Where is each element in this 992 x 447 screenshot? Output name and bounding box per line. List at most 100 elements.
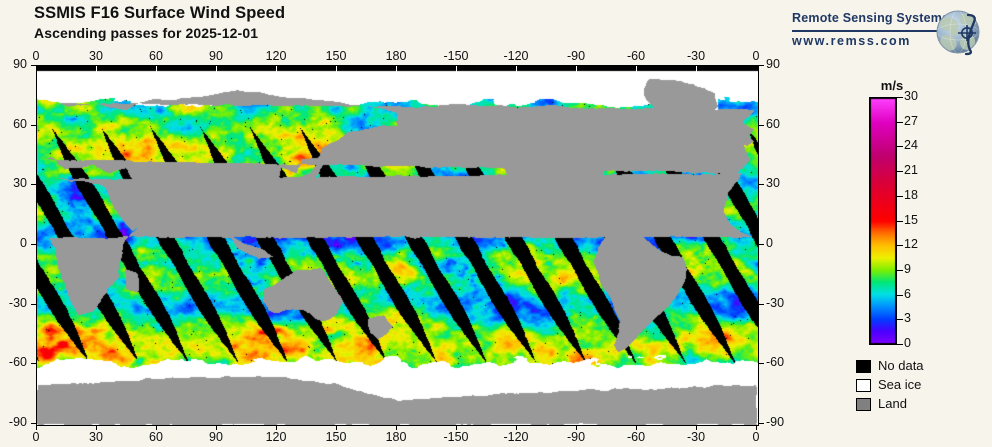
logo-divider (792, 30, 950, 32)
colorbar-tick (897, 196, 903, 197)
x-axis-label-top: 120 (265, 49, 287, 63)
globe-icon (936, 10, 980, 56)
x-tick-bottom (216, 425, 217, 430)
colorbar-tick-label: 21 (904, 163, 918, 177)
x-tick-bottom (36, 425, 37, 430)
y-tick-left (31, 244, 36, 245)
x-axis-label-bottom: 120 (265, 430, 287, 444)
world-map-plot (36, 65, 759, 426)
y-tick-left (31, 184, 36, 185)
x-axis-label-top: -90 (566, 49, 586, 63)
legend-swatch (856, 379, 871, 392)
x-tick-bottom (576, 425, 577, 430)
colorbar-tick (897, 146, 903, 147)
x-axis-label-bottom: 60 (149, 430, 163, 444)
y-axis-label-left: 30 (13, 176, 27, 190)
x-axis-label-bottom: 150 (325, 430, 347, 444)
x-tick-bottom (156, 425, 157, 430)
logo-company-name: Remote Sensing Systems (792, 11, 950, 25)
colorbar-tick-label: 9 (904, 262, 911, 276)
x-axis-label-top: 0 (32, 49, 40, 63)
x-axis-label-top: 90 (209, 49, 223, 63)
x-axis-label-top: 150 (325, 49, 347, 63)
x-tick-bottom (96, 425, 97, 430)
y-tick-right (759, 363, 764, 364)
x-tick-bottom (276, 425, 277, 430)
page-title: SSMIS F16 Surface Wind Speed (34, 4, 286, 22)
y-tick-right (759, 125, 764, 126)
x-axis-label-top: -30 (686, 49, 706, 63)
y-tick-left (31, 423, 36, 424)
colorbar-tick (897, 295, 903, 296)
x-axis-label-bottom: -150 (443, 430, 469, 444)
x-tick-bottom (636, 425, 637, 430)
colorbar-tick-label: 27 (904, 114, 918, 128)
x-axis-label-top: -60 (626, 49, 646, 63)
y-tick-right (759, 184, 764, 185)
x-axis-label-top: 0 (752, 49, 760, 63)
x-tick-bottom (456, 425, 457, 430)
legend-swatch (856, 398, 871, 411)
y-axis-label-left: 90 (13, 57, 27, 71)
x-axis-label-bottom: -60 (626, 430, 646, 444)
y-tick-right (759, 423, 764, 424)
x-tick-top (576, 66, 577, 72)
x-tick-bottom (396, 425, 397, 430)
colorbar-tick (897, 97, 903, 98)
legend-label: Land (878, 396, 907, 411)
x-tick-top (456, 66, 457, 72)
y-axis-label-left: -90 (8, 415, 27, 429)
y-tick-right (759, 244, 764, 245)
legend-item: Sea ice (856, 377, 986, 395)
y-axis-label-right: 0 (766, 236, 773, 250)
y-tick-left (31, 125, 36, 126)
colorbar-tick-label: 24 (904, 138, 918, 152)
y-tick-left (31, 363, 36, 364)
colorbar-tick-label: 30 (904, 89, 918, 103)
x-axis-label-bottom: 180 (385, 430, 407, 444)
x-axis-label-top: 180 (385, 49, 407, 63)
x-axis-label-top: 60 (149, 49, 163, 63)
x-tick-top (96, 66, 97, 72)
colorbar-gradient (869, 97, 897, 345)
x-axis-label-bottom: -120 (503, 430, 529, 444)
y-tick-left (31, 304, 36, 305)
colorbar-tick-label: 12 (904, 237, 918, 251)
x-tick-top (516, 66, 517, 72)
x-axis-label-top: 30 (89, 49, 103, 63)
x-axis-label-bottom: 0 (32, 430, 40, 444)
colorbar-tick-label: 0 (904, 336, 911, 350)
rss-logo: Remote Sensing Systems www.remss.com (792, 8, 988, 56)
colorbar-tick (897, 270, 903, 271)
colorbar-tick-label: 6 (904, 287, 911, 301)
legend-label: No data (878, 358, 924, 373)
x-tick-top (156, 66, 157, 72)
x-tick-top (336, 66, 337, 72)
x-tick-top (216, 66, 217, 72)
y-axis-label-right: -30 (766, 296, 785, 310)
x-tick-top (696, 66, 697, 72)
logo-website: www.remss.com (792, 34, 911, 48)
y-axis-label-left: 0 (20, 236, 27, 250)
y-axis-label-left: -60 (8, 355, 27, 369)
y-axis-label-left: 60 (13, 117, 27, 131)
colorbar-tick (897, 221, 903, 222)
x-tick-top (396, 66, 397, 72)
x-axis-label-top: -120 (503, 49, 529, 63)
colorbar-tick (897, 122, 903, 123)
y-axis-label-right: 30 (766, 176, 780, 190)
y-axis-label-left: -30 (8, 296, 27, 310)
wind-speed-map-canvas (37, 66, 758, 425)
y-axis-label-right: -60 (766, 355, 785, 369)
x-tick-bottom (696, 425, 697, 430)
map-legend: No data Sea ice Land (856, 358, 986, 415)
x-axis-label-bottom: -30 (686, 430, 706, 444)
colorbar-tick (897, 171, 903, 172)
x-axis-label-bottom: 30 (89, 430, 103, 444)
colorbar-tick-label: 3 (904, 311, 911, 325)
colorbar-tick (897, 344, 903, 345)
page-subtitle: Ascending passes for 2025-12-01 (34, 25, 259, 41)
x-axis-label-top: -150 (443, 49, 469, 63)
x-tick-bottom (336, 425, 337, 430)
x-axis-label-bottom: -90 (566, 430, 586, 444)
